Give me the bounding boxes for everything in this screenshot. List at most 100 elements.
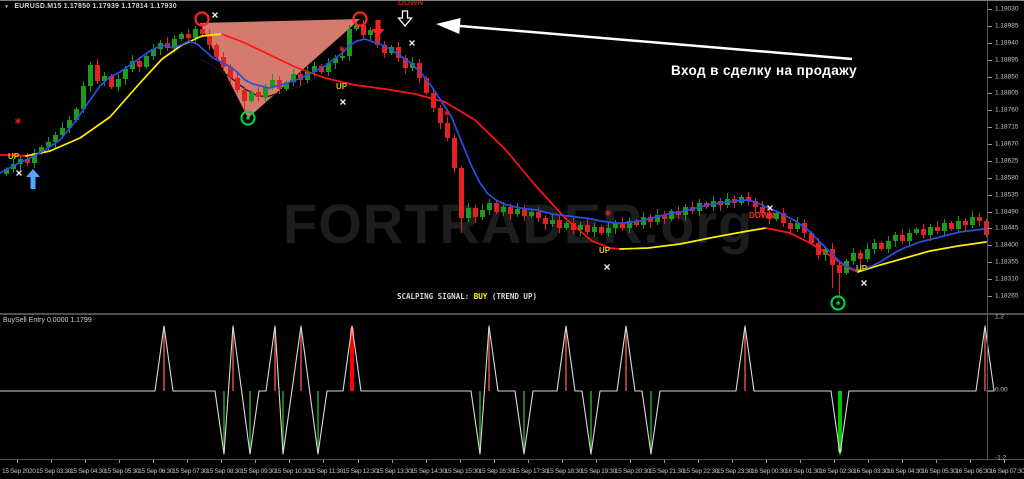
candle-down (788, 223, 793, 229)
dot-signal-star-icon (444, 110, 450, 116)
time-axis-label: 15 Sep 11:30 (308, 468, 344, 475)
candle-down (949, 223, 954, 229)
sell-spike-bar (838, 391, 842, 452)
candle-down (494, 203, 499, 212)
candle-up (305, 72, 310, 80)
price-axis-label: 1.18535 (995, 191, 1019, 199)
candle-down (473, 208, 478, 217)
time-axis-label: 15 Sep 16:30 (478, 468, 514, 475)
candle-up (627, 221, 632, 228)
price-axis-label: 1.18895 (995, 56, 1019, 64)
price-tick (988, 228, 992, 229)
chevron-down-icon[interactable]: ▼ (4, 4, 10, 10)
panel-separator-1[interactable] (0, 313, 1024, 315)
buy-spike-bar (625, 328, 627, 391)
candle-up (74, 109, 79, 120)
sell-entry-pointer-arrow (397, 10, 413, 28)
indicator-canvas[interactable] (0, 315, 995, 460)
candle-up (123, 69, 128, 79)
time-axis-label: 16 Sep 05:30 (921, 468, 957, 475)
price-axis-label: 1.18580 (995, 174, 1019, 182)
candle-up (970, 217, 975, 225)
candle-down (662, 215, 667, 219)
candle-up (32, 153, 37, 163)
candle-up (172, 39, 177, 48)
sell-entry-circle-2 (352, 11, 368, 27)
close-signal-x-icon (767, 205, 773, 211)
candle-up (669, 211, 674, 219)
candle-down (375, 30, 380, 45)
close-signal-x-icon (604, 264, 610, 270)
price-tick (988, 296, 992, 297)
up-label: UP (336, 82, 348, 91)
candle-down (200, 29, 205, 34)
time-tick (561, 460, 563, 463)
sell-spike-bar (282, 391, 284, 452)
time-axis-label: 15 Sep 12:30 (342, 468, 378, 475)
candle-up (67, 120, 72, 128)
candle-up (606, 228, 611, 233)
price-chart-canvas[interactable] (0, 1, 989, 313)
time-tick (221, 460, 223, 463)
price-tick (988, 144, 992, 145)
candle-down (585, 225, 590, 232)
time-tick (493, 460, 495, 463)
time-axis-label: 16 Sep 01:30 (785, 468, 821, 475)
candle-down (767, 213, 772, 219)
candle-up (914, 229, 919, 233)
price-tick (988, 161, 992, 162)
time-axis-label: 16 Sep 02:30 (819, 468, 855, 475)
signal-suffix: (TREND UP) (487, 292, 537, 301)
price-tick (988, 212, 992, 213)
time-axis-label: 16 Sep 06:30 (955, 468, 991, 475)
sell-spike-bar (317, 391, 319, 452)
sell-spike-bar (650, 391, 652, 452)
time-axis-label: 15 Sep 04:30 (70, 468, 106, 475)
buy-spike-bar (565, 328, 567, 391)
candle-down (298, 74, 303, 80)
buy-spike-bar (232, 328, 234, 391)
time-axis-label: 15 Sep 22:30 (683, 468, 719, 475)
time-axis-label: 15 Sep 15:30 (444, 468, 480, 475)
candle-up (193, 29, 198, 38)
candle-down (382, 45, 387, 53)
price-axis-label: 1.18265 (995, 292, 1019, 300)
ohlc-values: 1.17850 1.17939 1.17814 1.17930 (63, 3, 177, 10)
time-tick (970, 460, 972, 463)
up-label: UP (856, 264, 868, 273)
candle-down (25, 159, 30, 163)
time-axis-label: 15 Sep 14:30 (410, 468, 446, 475)
time-axis-label: 15 Sep 18:30 (546, 468, 582, 475)
candle-up (956, 221, 961, 229)
sell-spike-bar (479, 391, 481, 452)
candle-down (760, 207, 765, 213)
time-tick (51, 460, 53, 463)
candle-up (39, 147, 44, 153)
candle-up (872, 243, 877, 249)
time-tick (1004, 460, 1006, 463)
price-tick (988, 178, 992, 179)
candle-up (291, 74, 296, 82)
time-tick (153, 460, 155, 463)
time-axis-label: 16 Sep 03:30 (853, 468, 889, 475)
price-tick (988, 245, 992, 246)
candle-up (529, 212, 534, 216)
candle-up (46, 142, 51, 147)
price-axis-label: 1.18310 (995, 275, 1019, 283)
candle-up (487, 203, 492, 210)
price-tick (988, 195, 992, 196)
candle-up (130, 61, 135, 69)
sell-spike-bar (249, 391, 251, 452)
time-tick (732, 460, 734, 463)
candle-down (228, 67, 233, 78)
candle-down (536, 212, 541, 218)
buy-arrow (26, 169, 40, 189)
price-tick (988, 262, 992, 263)
candle-down (221, 57, 226, 67)
time-axis-label: 16 Sep 07:30 (989, 468, 1024, 475)
candle-up (333, 58, 338, 63)
close-signal-x-icon (340, 99, 346, 105)
price-axis-label: 1.18715 (995, 123, 1019, 131)
candle-up (928, 227, 933, 235)
time-tick (663, 460, 665, 463)
